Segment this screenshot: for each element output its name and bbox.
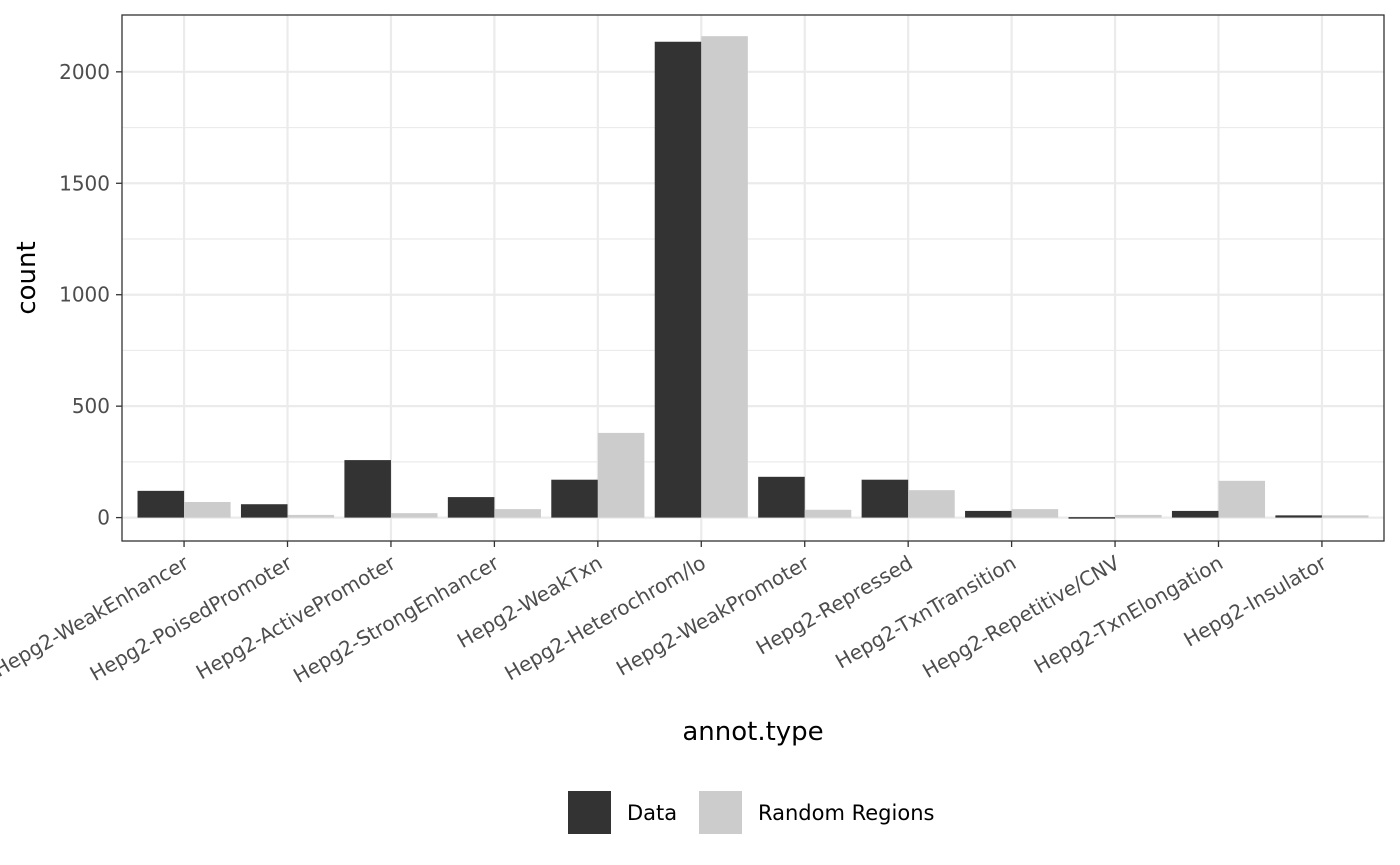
- bar-random-regions: [184, 501, 231, 518]
- x-axis-title: annot.type: [682, 717, 823, 747]
- bar-random-regions: [804, 509, 852, 518]
- bar-random-regions: [701, 36, 748, 518]
- legend: Data Random Regions: [568, 791, 934, 834]
- y-tick-label: 2000: [59, 60, 110, 84]
- bar-data: [861, 479, 909, 518]
- bars: [137, 36, 1369, 519]
- bar-data: [551, 479, 598, 518]
- y-tick-label: 1000: [59, 283, 110, 307]
- minor-gridlines: [122, 126, 1384, 463]
- bar-data: [137, 490, 185, 518]
- bar-data: [240, 504, 288, 518]
- y-tick-label: 500: [72, 394, 110, 418]
- bar-random-regions: [1321, 515, 1369, 518]
- legend-key-data: [568, 791, 611, 834]
- bar-data: [1275, 515, 1322, 518]
- bar-random-regions: [1218, 480, 1266, 518]
- legend-label-random-regions: Random Regions: [758, 801, 934, 825]
- bar-data: [1171, 510, 1219, 518]
- bar-random-regions: [1115, 514, 1162, 518]
- legend-label-data: Data: [627, 801, 677, 825]
- bar-data: [965, 510, 1012, 518]
- bar-data: [344, 460, 391, 518]
- bar-random-regions: [597, 432, 645, 518]
- y-axis: 0 500 1000 1500 2000: [59, 60, 122, 530]
- bar-data: [654, 41, 702, 518]
- bar-random-regions: [390, 513, 438, 518]
- y-tick-label: 1500: [59, 171, 110, 195]
- bar-random-regions: [494, 509, 541, 518]
- bar-random-regions: [287, 514, 335, 518]
- bar-random-regions: [908, 490, 955, 518]
- bar-data: [758, 476, 805, 518]
- bar-data: [447, 497, 495, 518]
- bar-data: [1068, 517, 1116, 519]
- panel-border: [121, 14, 1385, 542]
- y-tick-label: 0: [97, 506, 110, 530]
- y-axis-title: count: [12, 241, 42, 314]
- legend-key-random-regions: [699, 791, 742, 834]
- bar-random-regions: [1011, 509, 1059, 518]
